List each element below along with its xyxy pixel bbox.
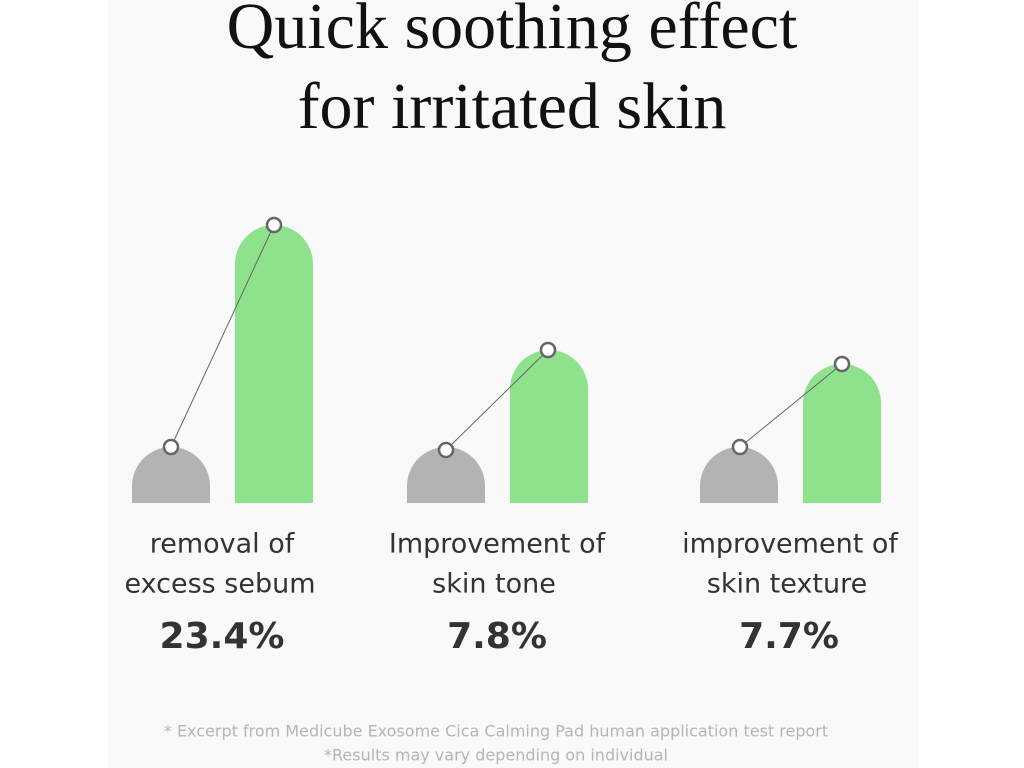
after-bar (803, 364, 881, 503)
item-label: excess sebum (124, 569, 315, 600)
point (265, 216, 283, 234)
connector (170, 224, 275, 448)
connector (739, 363, 843, 448)
connector (445, 349, 549, 451)
item-label: skin texture (707, 569, 867, 600)
item-value: 23.4% (160, 616, 285, 657)
footnote: * Excerpt from Medicube Exosome Cica Cal… (164, 722, 828, 741)
item-value: 7.7% (739, 616, 839, 657)
footnote: *Results may vary depending on individua… (324, 746, 668, 765)
item-label: Improvement of (389, 529, 607, 560)
bar-group (132, 216, 313, 503)
bar-group (700, 355, 881, 503)
before-bar (132, 447, 210, 503)
bar-group (407, 341, 588, 503)
title-line: Quick soothing effect (227, 0, 798, 63)
point (731, 438, 749, 456)
before-bar (407, 447, 485, 503)
after-bar (235, 225, 313, 503)
point (437, 441, 455, 459)
item-label: skin tone (432, 569, 556, 600)
before-bar (700, 447, 778, 503)
item-label: removal of (150, 529, 296, 560)
item-value: 7.8% (447, 616, 547, 657)
point (539, 341, 557, 359)
after-bar (510, 350, 588, 503)
point (162, 438, 180, 456)
title-line: for irritated skin (298, 70, 727, 143)
point (833, 355, 851, 373)
item-label: improvement of (682, 529, 899, 560)
